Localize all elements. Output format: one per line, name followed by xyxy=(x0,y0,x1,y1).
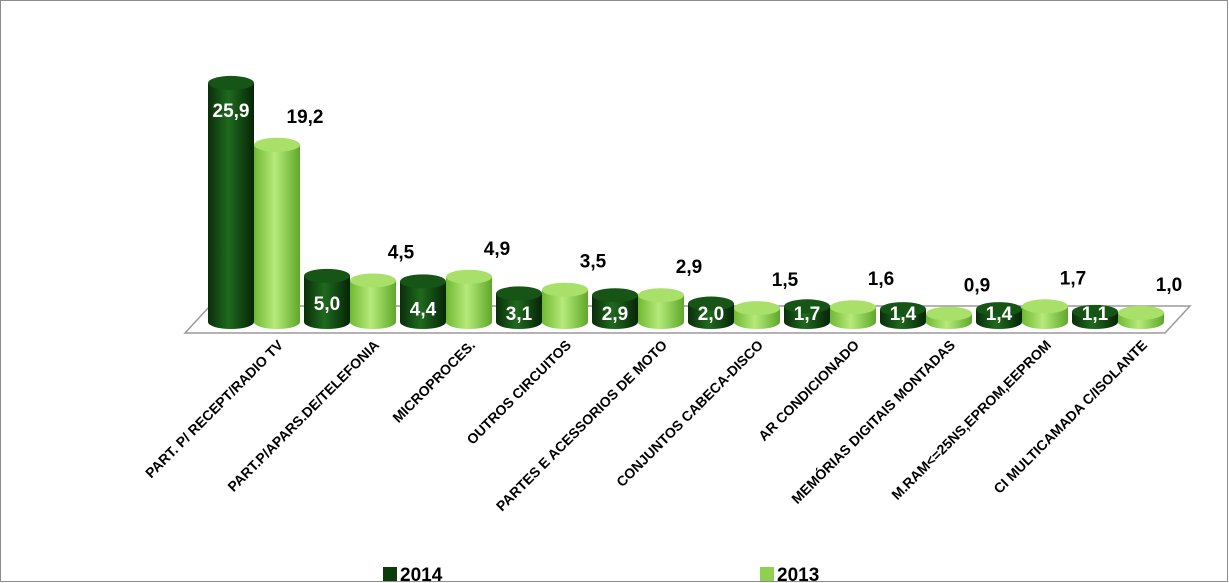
bar-2013-3 xyxy=(446,269,492,329)
legend-label-2014: 2014 xyxy=(400,565,443,583)
legend: 2014 2013 xyxy=(383,565,819,583)
bar-2014-3 xyxy=(400,274,446,329)
data-label-2013-9: 1,7 xyxy=(1060,268,1086,289)
data-label-2013-8: 0,9 xyxy=(964,276,990,297)
data-label-2013-6: 1,5 xyxy=(772,270,799,291)
data-label-2013-7: 1,6 xyxy=(868,269,894,290)
data-label-2013-5: 2,9 xyxy=(676,257,702,278)
bar-2013-7 xyxy=(830,300,876,329)
data-label-2014-4: 3,1 xyxy=(506,304,533,325)
bar-2014-8 xyxy=(880,302,926,329)
data-label-2014-5: 2,9 xyxy=(602,304,628,325)
bar-2013-10 xyxy=(1118,305,1164,329)
bar-2014-7 xyxy=(784,299,830,329)
data-label-2013-4: 3,5 xyxy=(580,252,607,273)
bar-2013-9 xyxy=(1022,299,1068,329)
legend-swatch-2013 xyxy=(760,567,774,581)
data-label-2014-3: 4,4 xyxy=(410,299,437,320)
legend-swatch-2014 xyxy=(383,567,397,581)
data-label-2014-10: 1,1 xyxy=(1082,304,1109,325)
data-label-2013-1: 19,2 xyxy=(287,107,324,128)
data-label-2013-10: 1,0 xyxy=(1156,275,1182,296)
bar-2014-1 xyxy=(208,75,254,329)
bar-2014-10 xyxy=(1072,304,1118,329)
data-label-2014-9: 1,4 xyxy=(986,304,1013,325)
data-label-2013-2: 4,5 xyxy=(388,242,415,263)
legend-label-2013: 2013 xyxy=(777,565,819,583)
bar-2013-5 xyxy=(638,288,684,329)
bar-2013-6 xyxy=(734,301,780,329)
data-label-2014-2: 5,0 xyxy=(314,294,340,315)
data-label-2014-1: 25,9 xyxy=(213,101,250,122)
bar-2014-5 xyxy=(592,288,638,329)
bar-2013-4 xyxy=(542,282,588,329)
bar-2013-2 xyxy=(350,273,396,329)
bar-2014-6 xyxy=(688,296,734,329)
bar-2014-4 xyxy=(496,286,542,329)
data-label-2014-6: 2,0 xyxy=(698,304,724,325)
bar-2013-1 xyxy=(254,137,300,329)
bar-2014-2 xyxy=(304,268,350,329)
bar-2013-8 xyxy=(926,306,972,329)
data-label-2014-8: 1,4 xyxy=(890,304,917,325)
bar-2014-9 xyxy=(976,302,1022,329)
data-label-2013-3: 4,9 xyxy=(484,239,510,260)
data-label-2014-7: 1,7 xyxy=(794,304,820,325)
